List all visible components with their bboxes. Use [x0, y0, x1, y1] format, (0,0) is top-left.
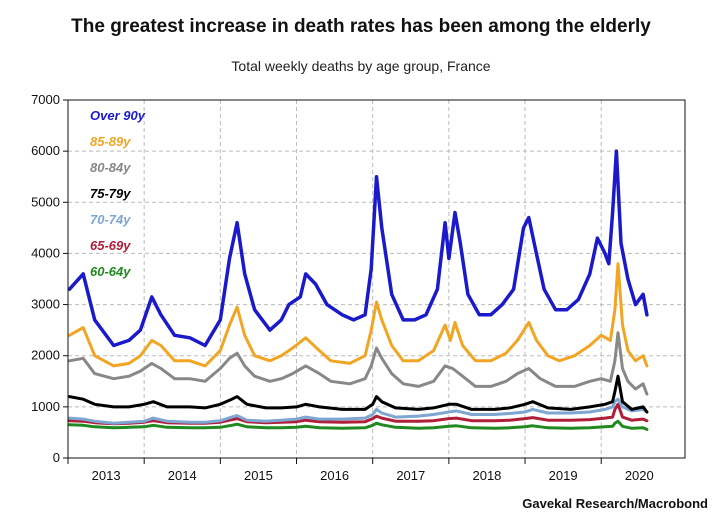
source-credit: Gavekal Research/Macrobond: [522, 496, 708, 511]
chart-title: The greatest increase in death rates has…: [71, 16, 651, 37]
x-tick-label: 2017: [396, 468, 425, 483]
legend-entry: 65-69y: [90, 238, 131, 253]
y-tick-label: 7000: [31, 92, 60, 107]
series-lines: [67, 149, 649, 431]
legend-entry: 60-64y: [90, 264, 131, 279]
series-line-85-89y: [68, 262, 649, 368]
y-axis: 0 1000 2000 3000 4000 5000 6000 7000: [31, 92, 68, 465]
series-line-over-90y: [67, 149, 649, 348]
x-tick-label: 2015: [244, 468, 273, 483]
legend-entry: Over 90y: [90, 108, 146, 123]
series-line-80-84y: [68, 331, 649, 396]
legend-entry: 70-74y: [90, 212, 131, 227]
series-line-60-64y: [68, 419, 649, 431]
y-tick-label: 1000: [31, 399, 60, 414]
x-tick-label: 2020: [625, 468, 654, 483]
y-tick-label: 6000: [31, 143, 60, 158]
y-tick-label: 0: [53, 450, 60, 465]
plot-frame: [67, 99, 686, 459]
y-tick-label: 4000: [31, 245, 60, 260]
y-tick-label: 2000: [31, 348, 60, 363]
chart-subtitle: Total weekly deaths by age group, France: [231, 58, 491, 74]
legend-entry: 85-89y: [90, 134, 131, 149]
y-tick-label: 3000: [31, 297, 60, 312]
x-tick-label: 2019: [549, 468, 578, 483]
series-line-70-74y: [68, 397, 649, 425]
legend: Over 90y 85-89y 80-84y 75-79y 70-74y 65-69y 60…: [90, 108, 146, 279]
x-tick-label: 2013: [92, 468, 121, 483]
series-line-75-79y: [68, 374, 649, 414]
legend-entry: 75-79y: [90, 186, 131, 201]
y-tick-label: 5000: [31, 194, 60, 209]
x-axis: 2013 2014 2015 2016 2017 2018 2019 2020: [67, 458, 654, 483]
x-tick-label: 2016: [320, 468, 349, 483]
legend-entry: 80-84y: [90, 160, 131, 175]
x-tick-label: 2018: [472, 468, 501, 483]
x-tick-label: 2014: [168, 468, 197, 483]
